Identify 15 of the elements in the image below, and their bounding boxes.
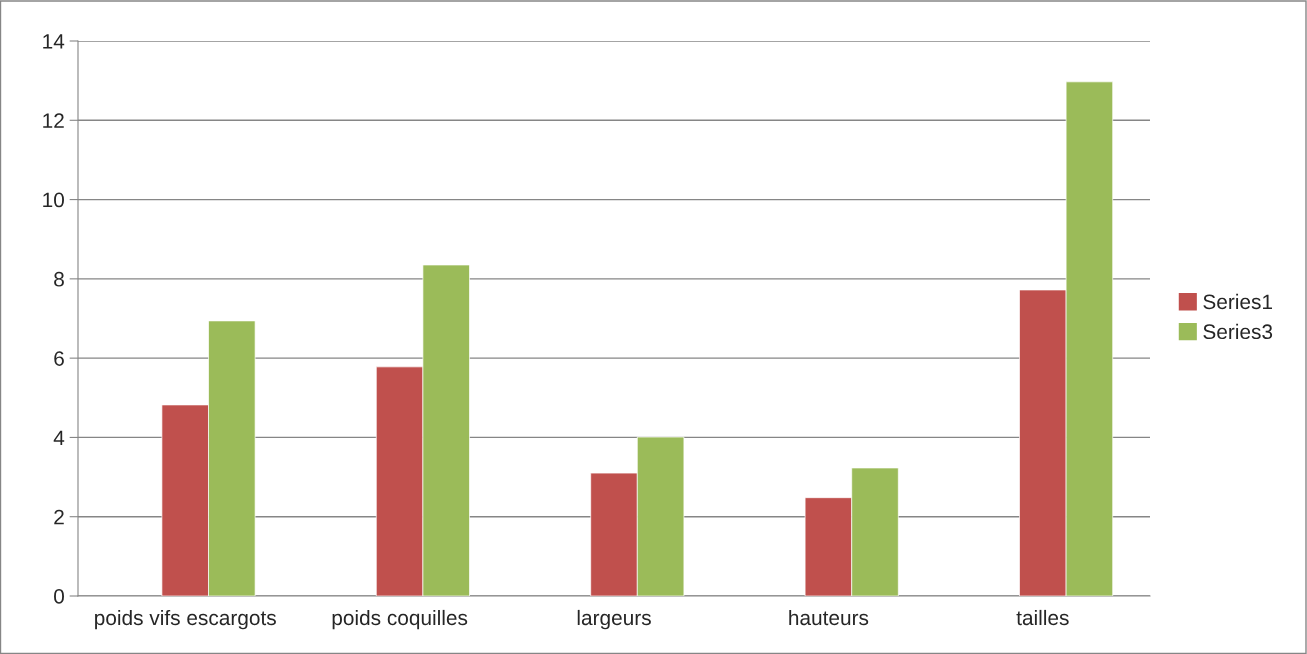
x-tick-label: poids vifs escargots	[95, 609, 276, 630]
x-tick-label: poids coquilles	[332, 609, 468, 630]
x-tick-label: hauteurs	[789, 609, 869, 626]
x-tick-label: largeurs	[577, 609, 651, 630]
legend-label: Series3	[1203, 323, 1273, 340]
x-tick-label: tailles	[1016, 609, 1069, 626]
y-tick-label: 14	[43, 34, 65, 49]
y-tick-label: 4	[53, 430, 65, 445]
y-tick-label: 8	[54, 271, 64, 287]
y-tick-label: 2	[54, 509, 64, 525]
y-tick-label: 6	[54, 351, 64, 366]
legend-label: Series1	[1203, 293, 1273, 310]
y-tick-label: 0	[54, 589, 64, 604]
y-tick-label: 12	[43, 113, 64, 128]
y-tick-label: 10	[43, 192, 64, 208]
